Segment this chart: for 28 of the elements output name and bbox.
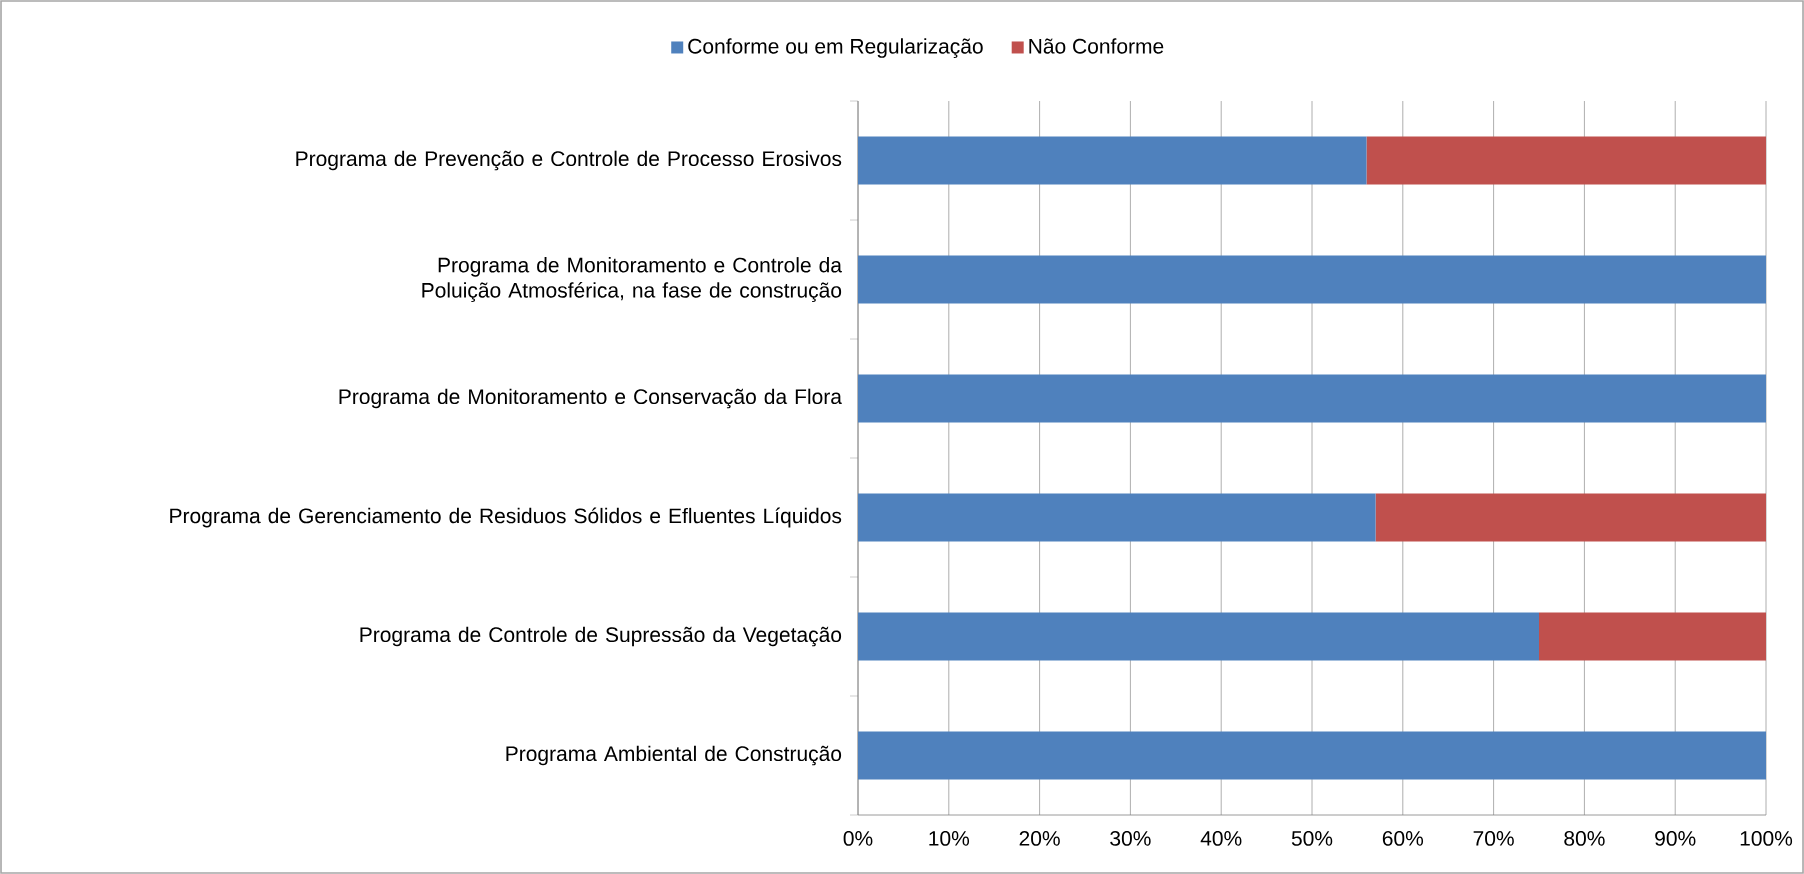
x-tick-label: 70% [1473, 830, 1514, 846]
x-tick-label: 90% [1655, 830, 1696, 846]
y-tick-label: Programa de Monitoramento e Conservação da Flora [339, 388, 842, 409]
bar [1539, 612, 1767, 661]
bar [858, 255, 1767, 304]
x-tick-label: 80% [1564, 830, 1605, 846]
x-tick-label: 30% [1110, 830, 1151, 846]
bar [858, 731, 1767, 780]
legend-label: Não Conforme [1029, 38, 1164, 54]
bar [858, 493, 1376, 542]
x-tick-label: 100% [1740, 830, 1793, 846]
y-tick-label: Programa de Controle de Supressão da Vegetação [360, 626, 842, 647]
bar [1375, 493, 1767, 542]
x-tick-label: 50% [1291, 830, 1333, 846]
y-tick-label: Programa Ambiental de Construção [506, 745, 842, 766]
bar [858, 136, 1367, 185]
bar [1366, 136, 1767, 185]
y-tick-label: Programa de Prevenção e Controle de Processo Erosivos [296, 150, 842, 171]
x-tick-label: 60% [1382, 830, 1424, 846]
bar [858, 374, 1767, 423]
x-tick-label: 0% [843, 830, 873, 846]
x-tick-label: 20% [1019, 830, 1060, 846]
y-tick-label: Programa de Gerenciamento de Residuos Sólidos e Efluentes Líquidos [170, 507, 842, 528]
legend-label: Conforme ou em Regularização [688, 38, 983, 58]
x-tick-label: 10% [929, 830, 970, 846]
bar [858, 612, 1539, 661]
x-tick-label: 40% [1200, 830, 1242, 846]
y-tick-label: Programa de Monitoramento e Controle da Poluição Atmosférica, na fase de construção [422, 257, 842, 302]
